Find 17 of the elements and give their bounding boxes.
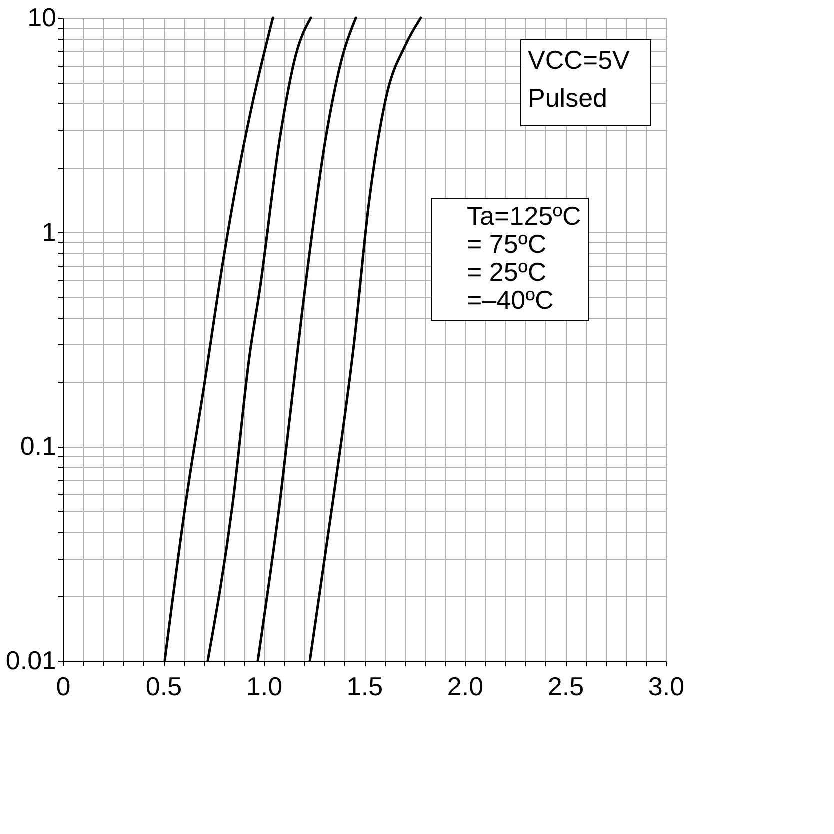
x-tick-label: 1.5 [346,672,384,702]
y-tick-label: 1 [42,216,56,247]
x-tick-label: 2.5 [548,672,584,702]
x-tick-label: 3.0 [648,672,685,702]
annotation: VCC=5V [528,45,631,75]
x-tick-label: 1.0 [246,672,283,702]
text: =–40ºC [467,285,554,315]
text: Ta=125ºC [467,201,582,231]
text: = 25ºC [467,257,547,287]
x-tick-label: 2.0 [447,672,484,702]
x-tick-label: 0.5 [146,672,182,702]
y-tick-label: 10 [28,2,56,32]
annotation: Pulsed [528,83,608,113]
y-tick-label: 0.1 [20,431,56,462]
y-tick-label: 0.01 [6,646,56,676]
text: = 75ºC [467,229,547,259]
x-tick-label: 0 [56,672,71,702]
